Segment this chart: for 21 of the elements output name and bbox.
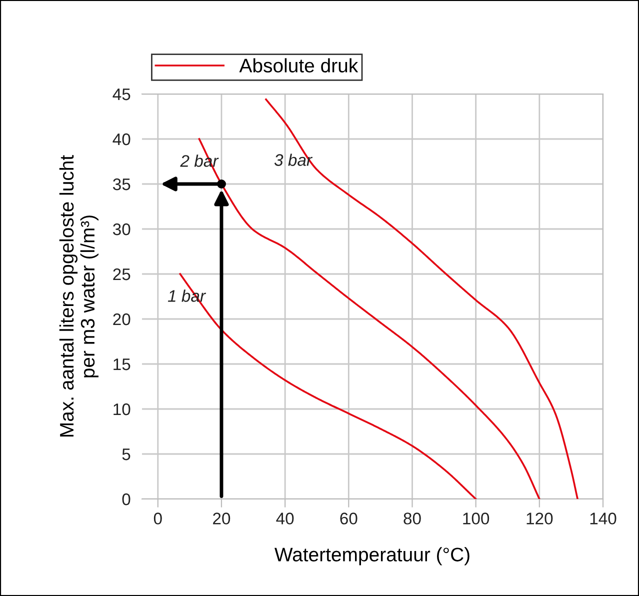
x-tick-label: 120 [526, 512, 553, 524]
y-tick-label: 25 [113, 268, 130, 280]
x-tick-label: 80 [404, 512, 421, 524]
y-tick-label: 15 [114, 358, 130, 370]
y-tick-label: 45 [112, 88, 130, 100]
y-tick-label: 0 [122, 493, 130, 506]
x-tick-label: 40 [276, 512, 294, 524]
legend-title: Absolute druk [239, 58, 358, 72]
x-tick-label: 20 [213, 512, 230, 524]
y-tick-label: 40 [112, 133, 130, 146]
y-tick-label: 10 [114, 403, 130, 416]
x-axis-title: Watertemperatuur (°C) [274, 547, 470, 566]
y-tick-label: 20 [113, 313, 130, 326]
y-tick-label: 35 [112, 178, 130, 190]
x-tick-label: 100 [463, 512, 490, 524]
x-tick-label: 0 [154, 512, 162, 524]
x-tick-label: 60 [340, 512, 358, 524]
x-tick-label: 140 [590, 512, 616, 524]
y-tick-label: 5 [122, 448, 130, 460]
y-axis-title: Max. aantal liters opgeloste lucht per m3 water (l/m³) [59, 155, 98, 436]
y-tick-label: 30 [112, 223, 130, 236]
